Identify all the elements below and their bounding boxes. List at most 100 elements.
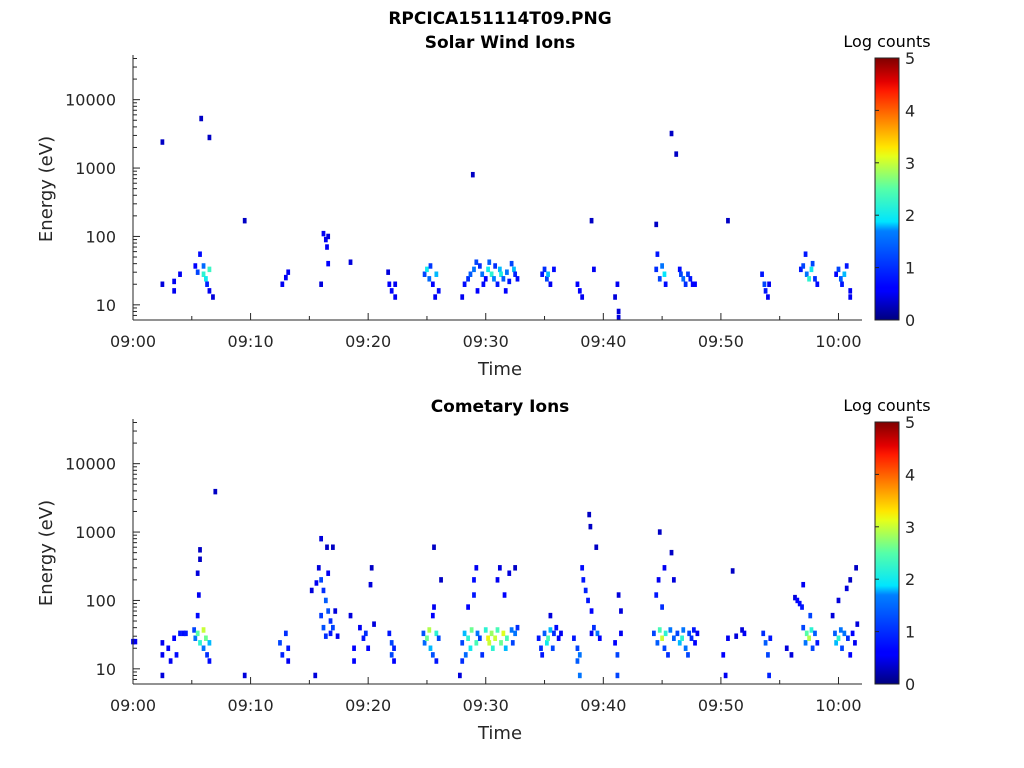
heatmap-cell	[807, 635, 811, 641]
heatmap-cell	[466, 276, 470, 282]
heatmap-cell	[242, 217, 247, 224]
heatmap-cell	[207, 288, 212, 294]
heatmap-cell	[580, 294, 585, 300]
x-axis-label: Time	[477, 359, 522, 380]
heatmap-cell	[834, 271, 839, 277]
heatmap-cell	[313, 672, 318, 679]
x-axis-label: Time	[477, 723, 522, 744]
heatmap-cell	[844, 585, 849, 592]
heatmap-cell	[726, 635, 730, 641]
heatmap-cell	[328, 630, 333, 637]
heatmap-cell	[580, 565, 585, 571]
heatmap-cell	[314, 580, 319, 586]
heatmap-cell	[204, 276, 208, 282]
heatmap-cell	[683, 281, 688, 287]
heatmap-cell	[160, 652, 165, 658]
heatmap-cell	[595, 630, 600, 637]
heatmap-cell	[730, 568, 735, 574]
heatmap-cell	[654, 266, 659, 273]
heatmap-cell	[838, 627, 843, 633]
heatmap-cell	[366, 645, 371, 651]
heatmap-cell	[740, 627, 744, 633]
heatmap-cell	[804, 271, 809, 277]
heatmap-cell	[460, 640, 465, 646]
heatmap-cell	[213, 488, 218, 495]
heatmap-cell	[597, 635, 602, 641]
heatmap-cell	[181, 630, 186, 637]
heatmap-cell	[586, 597, 590, 604]
heatmap-cell	[436, 635, 441, 641]
heatmap-cell	[723, 672, 728, 679]
heatmap-cell	[195, 269, 200, 275]
heatmap-cell	[838, 276, 843, 282]
heatmap-cell	[616, 592, 621, 598]
heatmap-cell	[615, 281, 620, 287]
heatmap-cell	[655, 640, 660, 646]
heatmap-cell	[813, 276, 817, 282]
heatmap-cell	[172, 635, 177, 641]
heatmap-cell	[460, 294, 465, 300]
heatmap-cell	[166, 645, 171, 651]
heatmap-cell	[677, 266, 682, 273]
colorbar-tick-label: 5	[905, 49, 915, 68]
heatmap-cell	[803, 640, 808, 646]
heatmap-cell	[513, 565, 518, 571]
heatmap-cell	[333, 608, 338, 614]
heatmap-cell	[536, 635, 541, 641]
heatmap-cell	[509, 627, 514, 633]
heatmap-cell	[693, 281, 697, 287]
heatmap-cell	[660, 635, 664, 641]
heatmap-cell	[695, 630, 700, 637]
colorbar-label: Log counts	[843, 32, 930, 51]
heatmap-cell	[656, 577, 661, 583]
heatmap-cell	[472, 592, 476, 598]
heatmap-cell	[762, 281, 767, 287]
colorbar-tick-label: 3	[905, 154, 915, 173]
heatmap-cell	[515, 276, 520, 282]
heatmap-cell	[766, 294, 770, 300]
panel-cometary: Cometary Ions Time Energy (eV) Log count…	[36, 396, 931, 744]
heatmap-cell	[174, 652, 179, 658]
heatmap-cell	[168, 658, 173, 664]
heatmap-cell	[577, 672, 582, 679]
heatmap-cell	[513, 271, 518, 277]
heatmap-cell	[654, 592, 659, 598]
heatmap-cell	[184, 630, 188, 637]
heatmap-cell	[428, 645, 433, 651]
heatmap-cell	[492, 276, 496, 282]
x-tick-label: 09:00	[110, 332, 156, 351]
x-tick-label: 09:20	[345, 696, 391, 715]
heatmap-cell	[572, 635, 576, 641]
heatmap-cell	[836, 266, 841, 273]
heatmap-cell	[326, 233, 331, 240]
heatmap-cell	[679, 271, 683, 277]
heatmap-cell	[172, 278, 177, 285]
heatmap-cell	[489, 271, 494, 277]
heatmap-cell	[686, 652, 690, 658]
heatmap-cell	[368, 581, 373, 588]
heatmap-cell	[207, 658, 212, 664]
heatmap-cell	[428, 263, 433, 269]
heatmap-cell	[352, 658, 356, 664]
heatmap-cell	[813, 630, 817, 637]
heatmap-cell	[592, 624, 596, 631]
heatmap-cell	[674, 151, 679, 157]
heatmap-cell	[477, 635, 482, 641]
heatmap-cell	[487, 259, 492, 265]
heatmap-cell	[616, 308, 621, 315]
heatmap-cell	[503, 288, 508, 294]
heatmap-cell	[468, 645, 473, 651]
panel-title: Cometary Ions	[431, 397, 570, 417]
heatmap-cell	[581, 577, 586, 583]
heatmap-cell	[660, 604, 664, 610]
heatmap-cell	[497, 565, 502, 571]
heatmap-cell	[430, 612, 435, 619]
heatmap-cell	[681, 276, 686, 282]
heatmap-cell	[768, 635, 773, 641]
heatmap-cell	[616, 314, 621, 321]
heatmap-cell	[550, 645, 555, 651]
heatmap-cell	[427, 276, 432, 282]
heatmap-cell	[507, 278, 512, 285]
heatmap-cell	[657, 529, 662, 535]
heatmap-cell	[489, 630, 494, 637]
